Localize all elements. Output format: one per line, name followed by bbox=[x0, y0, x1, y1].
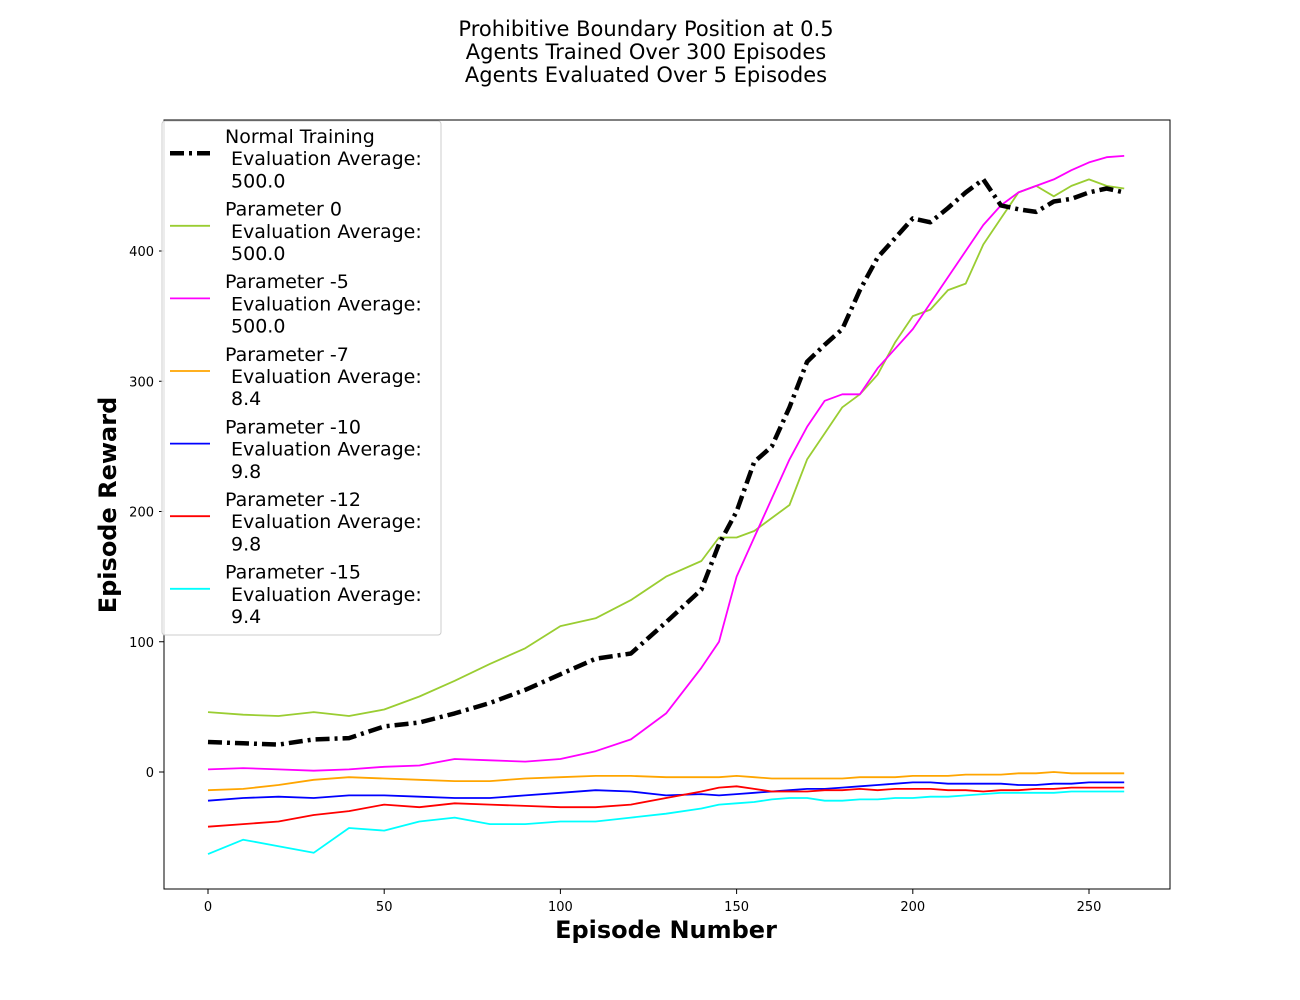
legend-label-3: 8.4 bbox=[225, 388, 261, 410]
legend-label-5: Parameter -12 bbox=[225, 489, 361, 511]
series-line-1 bbox=[207, 178, 1125, 717]
legend-label-2: Evaluation Average: bbox=[225, 293, 422, 315]
x-axis-label: Episode Number bbox=[555, 916, 777, 944]
series-line-5 bbox=[207, 785, 1125, 828]
x-tick-label: 200 bbox=[900, 900, 925, 915]
legend-label-4: Parameter -10 bbox=[225, 416, 361, 438]
x-axis: 0 50 100 150 200 250 bbox=[204, 889, 1102, 915]
x-tick-label: 100 bbox=[548, 900, 573, 915]
chart-title-line-2: Agents Trained Over 300 Episodes bbox=[466, 40, 826, 64]
y-axis: 0 100 200 300 400 bbox=[129, 245, 164, 781]
legend-label-3: Parameter -7 bbox=[225, 344, 349, 366]
legend-label-2: 500.0 bbox=[225, 316, 285, 338]
series-layer bbox=[207, 155, 1125, 855]
chart-title-line-3: Agents Evaluated Over 5 Episodes bbox=[465, 63, 827, 87]
legend-label-1: 500.0 bbox=[225, 243, 285, 265]
series-line-4 bbox=[207, 781, 1125, 802]
legend-box bbox=[161, 120, 442, 636]
legend-label-5: Evaluation Average: bbox=[225, 511, 422, 533]
x-tick-label: 0 bbox=[204, 900, 212, 915]
y-tick-label: 0 bbox=[146, 766, 154, 781]
series-line-3 bbox=[207, 771, 1125, 792]
series-line-6 bbox=[207, 790, 1125, 855]
legend-label-5: 9.8 bbox=[225, 533, 261, 555]
legend-label-1: Parameter 0 bbox=[225, 199, 342, 221]
legend-label-4: Evaluation Average: bbox=[225, 439, 422, 461]
y-axis-label: Episode Reward bbox=[94, 397, 122, 614]
x-tick-label: 150 bbox=[724, 900, 749, 915]
legend-label-4: 9.8 bbox=[225, 461, 261, 483]
y-tick-label: 100 bbox=[129, 636, 154, 651]
chart-title-line-1: Prohibitive Boundary Position at 0.5 bbox=[458, 17, 833, 41]
legend-label-3: Evaluation Average: bbox=[225, 366, 422, 388]
legend-label-1: Evaluation Average: bbox=[225, 221, 422, 243]
legend-label-0: 500.0 bbox=[225, 170, 285, 192]
chart-title: Prohibitive Boundary Position at 0.5 Age… bbox=[458, 17, 833, 87]
y-tick-label: 200 bbox=[129, 506, 154, 521]
y-tick-label: 300 bbox=[129, 375, 154, 390]
series-line-0 bbox=[207, 177, 1125, 747]
legend-label-6: Evaluation Average: bbox=[225, 584, 422, 606]
legend-label-6: Parameter -15 bbox=[225, 562, 361, 584]
legend-label-2: Parameter -5 bbox=[225, 271, 349, 293]
legend: Normal Training Evaluation Average: 500.… bbox=[161, 120, 442, 636]
legend-label-0: Normal Training bbox=[225, 126, 375, 148]
legend-label-6: 9.4 bbox=[225, 606, 261, 628]
x-tick-label: 250 bbox=[1077, 900, 1102, 915]
x-tick-label: 50 bbox=[376, 900, 393, 915]
series-line-2 bbox=[207, 155, 1125, 772]
legend-label-0: Evaluation Average: bbox=[225, 148, 422, 170]
y-tick-label: 400 bbox=[129, 245, 154, 260]
